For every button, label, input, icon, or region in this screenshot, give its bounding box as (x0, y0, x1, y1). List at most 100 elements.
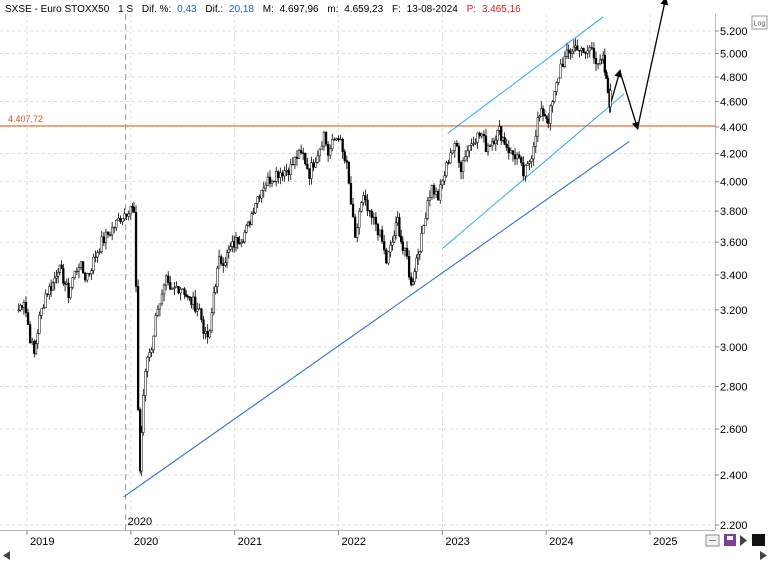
candle-body (167, 275, 170, 283)
candle-body (476, 132, 479, 143)
candle-body (536, 117, 540, 137)
candle-body (293, 156, 297, 165)
candle-body (464, 156, 467, 162)
candle-body (451, 150, 454, 154)
candle-body (439, 184, 442, 201)
zoom-icon[interactable] (705, 534, 720, 547)
candle-body (455, 143, 459, 147)
price-axis[interactable]: 5.200 5.000 4.800 4.600 4.400 4.200 4.000 3.800… (715, 26, 748, 532)
log-scale-toggle[interactable]: Log (751, 15, 768, 30)
candle-body (449, 152, 452, 164)
candle-body (34, 343, 38, 354)
candle-body (220, 256, 223, 264)
candle-body (459, 162, 463, 173)
candle-body (509, 150, 513, 154)
candle-body (491, 141, 494, 147)
candle-body (67, 282, 70, 299)
y-tick-label: 3.200 (720, 305, 748, 317)
drawing-layer[interactable] (123, 0, 669, 498)
candle-body (100, 236, 103, 253)
candle-body (551, 101, 554, 107)
scroll-left-icon[interactable] (3, 551, 10, 560)
candle-body (418, 251, 421, 255)
candle-body (603, 54, 606, 73)
candle-body (443, 175, 446, 182)
candle-body (279, 172, 282, 178)
candle-body (543, 114, 546, 117)
candle-body (164, 275, 168, 286)
scroll-right-end-icon[interactable] (760, 551, 767, 560)
candle-body (329, 148, 332, 156)
time-axis[interactable]: 2019 2020 2021 2022 2023 2024 2025 (26, 530, 677, 548)
scroll-right-icon[interactable] (740, 535, 747, 546)
candle-body (310, 162, 313, 179)
candle-body (224, 262, 227, 266)
candle-body (108, 234, 112, 236)
dif-value: 20,18 (229, 4, 254, 15)
x-tick-label: 2022 (342, 536, 366, 548)
x-tick-label: 2023 (445, 536, 469, 548)
candle-body (312, 162, 315, 168)
candle-body (559, 63, 562, 79)
candle-body (69, 286, 72, 299)
y-tick-label: 2.800 (720, 382, 748, 394)
candle-body (411, 281, 415, 285)
candle-body (44, 293, 47, 308)
candle-body (262, 187, 265, 191)
channel-bottom-line[interactable] (442, 93, 625, 249)
y-tick-label: 3.600 (720, 237, 748, 249)
candle-body (185, 294, 188, 297)
candle-body (430, 185, 434, 198)
save-icon[interactable] (724, 534, 736, 546)
candle-body (324, 131, 328, 145)
horizontal-level-layer[interactable]: 4.407,72 (0, 114, 715, 127)
candle-body (177, 286, 180, 294)
min-label: m: (327, 4, 338, 15)
candle-body (420, 232, 423, 252)
candle-body (466, 150, 469, 158)
candle-body (57, 272, 60, 277)
candle-body (132, 207, 136, 213)
candle-body (320, 145, 324, 150)
candle-body (158, 303, 162, 310)
candle-body (522, 162, 525, 177)
candle-body (117, 218, 120, 221)
candle-body (356, 227, 359, 238)
candle-body (53, 277, 56, 283)
candle-body (196, 308, 199, 312)
candle-body (405, 247, 409, 257)
candle-body (277, 171, 280, 178)
channel-top-line[interactable] (447, 16, 604, 134)
candle-body (503, 137, 506, 145)
y-tick-label: 4.600 (720, 96, 748, 108)
candle-body (295, 156, 299, 159)
candle-body (351, 203, 355, 218)
candle-body (73, 270, 76, 279)
candles-layer (17, 38, 612, 477)
candle-body (426, 200, 429, 219)
candle-body (49, 286, 53, 291)
candle-body (171, 288, 174, 290)
candle-body (62, 268, 65, 284)
candle-body (333, 139, 336, 141)
candle-body (553, 91, 556, 102)
candle-body (256, 196, 259, 204)
candle-body (318, 149, 321, 157)
long-term-trendline[interactable] (123, 141, 630, 498)
candle-body (515, 154, 519, 160)
candle-body (156, 308, 159, 316)
candle-body (247, 221, 250, 226)
candle-body (565, 49, 569, 57)
candle-body (486, 145, 490, 153)
candle-body (590, 47, 594, 49)
projection-arrow[interactable] (619, 70, 640, 131)
candle-body (526, 163, 529, 166)
projection-arrow[interactable] (636, 0, 669, 129)
candle-body (299, 150, 303, 153)
black-square-icon[interactable] (752, 534, 765, 546)
candle-body (175, 286, 178, 288)
candle-body (403, 247, 407, 251)
candle-body (202, 319, 205, 334)
